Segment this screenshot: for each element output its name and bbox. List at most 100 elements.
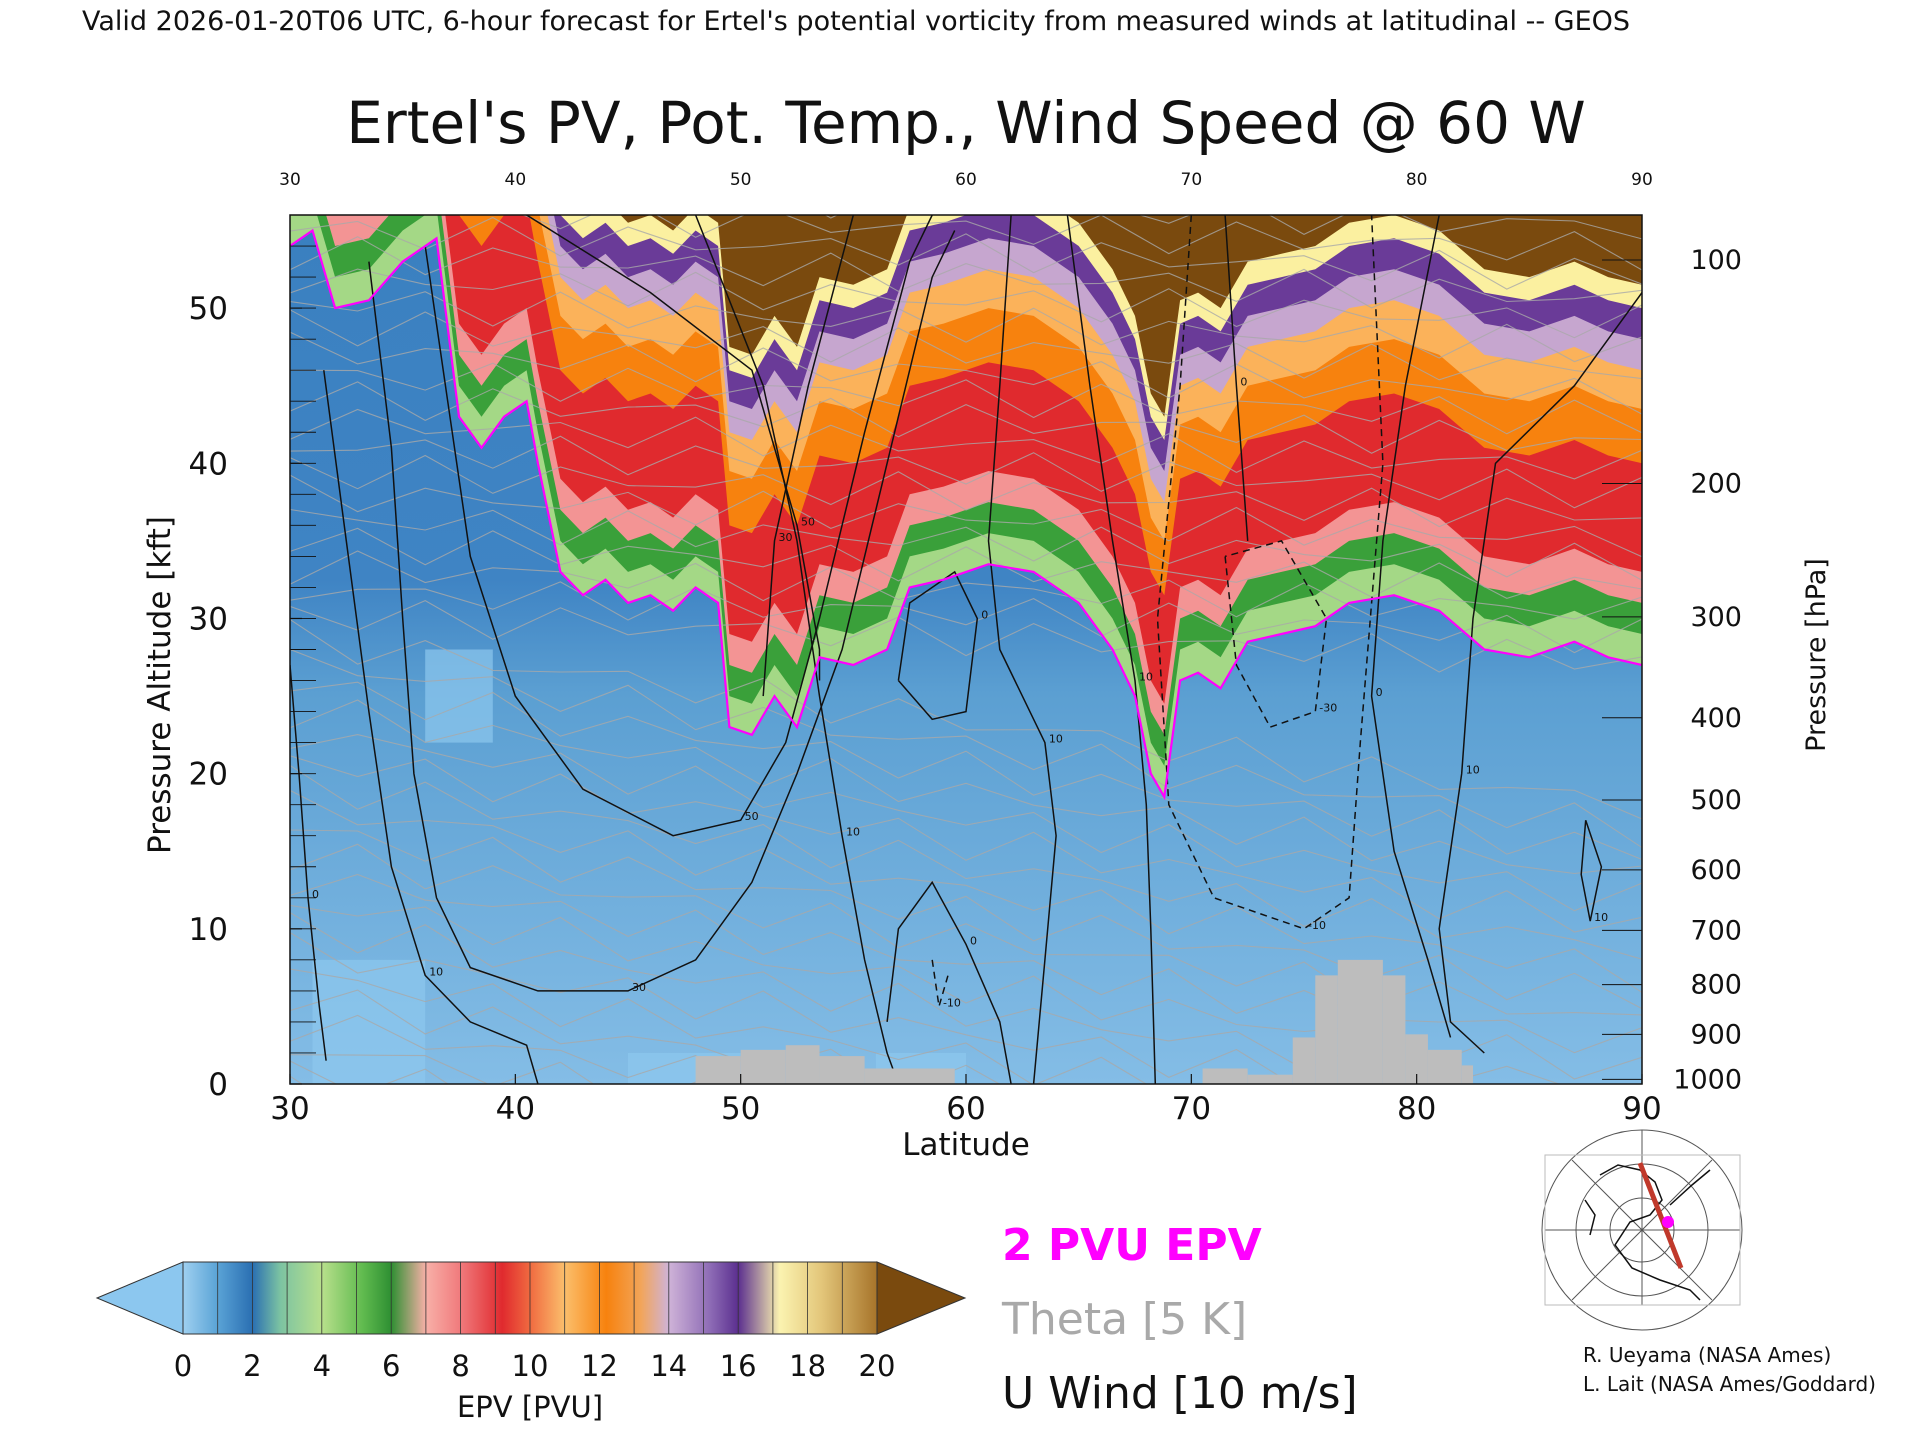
u-wind-label-4: 50	[801, 515, 815, 528]
legend-epv: 2 PVU EPV	[1002, 1220, 1262, 1271]
u-wind-label-12: -10	[1308, 919, 1326, 932]
theta-line-38	[290, 309, 1642, 381]
tropopause-line	[290, 228, 1642, 801]
colorbar-high-extension	[876, 1261, 967, 1335]
terrain-block-9	[1337, 959, 1383, 1084]
pressure-tick-label: 900	[1690, 1019, 1742, 1050]
u-wind-contour-4	[526, 215, 821, 681]
valid-line: Valid 2026-01-20T06 UTC, 6-hour forecast…	[82, 6, 1630, 37]
theta-line-22	[290, 699, 1642, 875]
x-tick-label: 60	[946, 1091, 985, 1127]
colorbar-tick-label: 12	[581, 1349, 618, 1383]
u-wind-contour-16	[1580, 819, 1603, 922]
theta-line-43	[355, 215, 1642, 271]
y-tick-label: 20	[189, 757, 228, 793]
y2-axis-label: Pressure [hPa]	[1801, 558, 1832, 752]
epv-band-9	[290, 215, 1642, 417]
theta-line-29	[290, 527, 1642, 599]
u-wind-label-9: 10	[1049, 733, 1063, 746]
pressure-tick-label: 100	[1690, 245, 1742, 276]
colorbar-tick-label: 10	[512, 1349, 549, 1383]
pressure-tick-label: 800	[1690, 970, 1742, 1001]
theta-line-26	[290, 599, 1642, 673]
u-wind-contour-10	[1066, 215, 1157, 1084]
colorbar-tick-label: 14	[650, 1349, 687, 1383]
terrain-block-6	[1247, 1074, 1293, 1084]
u-wind-contour-12	[1156, 215, 1384, 930]
plot-area: 0 10 30 50 50 10 30 0 0 10 10 0 -10 -30 0 10 10 -10	[289, 214, 1643, 1085]
y-tick-label: 50	[189, 291, 228, 327]
theta-line-17	[290, 829, 1642, 1010]
theta-line-40	[290, 268, 1642, 339]
x-top-tick-label: 60	[955, 170, 977, 190]
terrain-block-2	[785, 1045, 820, 1084]
colorbar-tick-label: 6	[382, 1349, 400, 1383]
location-marker	[1662, 1216, 1674, 1228]
y-tick-label: 10	[189, 912, 228, 948]
u-wind-contours: 0 10 30 50 50 10 30 0 0 10 10 0 -10 -30 0 10 10 -10	[290, 215, 1642, 1084]
x-tick-label: 80	[1397, 1091, 1436, 1127]
u-wind-label-15: 10	[1466, 764, 1480, 777]
x-tick-label: 70	[1172, 1091, 1211, 1127]
u-wind-label-11: 0	[1240, 376, 1247, 389]
theta-line-10	[290, 989, 1001, 1084]
x-top-tick-label: 40	[505, 170, 527, 190]
legend: 2 PVU EPV Theta [5 K] U Wind [10 m/s]	[1001, 1220, 1358, 1419]
colorbar-tick-label: 8	[451, 1349, 469, 1383]
u-wind-contour-1	[323, 370, 539, 1084]
terrain-block-5	[1202, 1068, 1248, 1084]
y-tick-label: 30	[189, 601, 228, 637]
u-wind-contour-3	[424, 215, 933, 837]
terrain	[695, 959, 1473, 1084]
theta-line-37	[290, 331, 1642, 415]
u-wind-label-3: 50	[745, 810, 759, 823]
u-wind-label-16: 10	[1594, 911, 1608, 924]
u-wind-label-17: -10	[943, 996, 961, 1009]
terrain-block-1	[740, 1049, 786, 1084]
colorbar: 0 2 4 6 8 10 12 14 16 18 20 EPV [PVU]	[95, 1261, 967, 1424]
u-wind-contour-13	[1224, 540, 1328, 729]
chart-title: Ertel's PV, Pot. Temp., Wind Speed @ 60 …	[346, 89, 1586, 157]
theta-line-28	[290, 550, 1642, 620]
theta-line-24	[290, 648, 1642, 849]
u-wind-label-0: 0	[312, 888, 319, 901]
y-tick-label: 40	[189, 446, 228, 482]
u-wind-label-1: 10	[429, 965, 443, 978]
u-wind-contour-2	[368, 230, 956, 992]
u-wind-contour-9	[987, 215, 1057, 1084]
terrain-block-11	[1405, 1034, 1428, 1084]
theta-line-42	[290, 216, 1642, 290]
credit-line-2: L. Lait (NASA Ames/Goddard)	[1583, 1372, 1876, 1396]
pressure-tick-label: 500	[1690, 785, 1742, 816]
pressure-tick-label: 400	[1690, 703, 1742, 734]
theta-line-41	[290, 236, 1642, 309]
u-wind-contour-6	[762, 215, 855, 697]
theta-line-20	[290, 755, 1642, 933]
colorbar-tick-label: 4	[313, 1349, 331, 1383]
x-top-tick-label: 80	[1406, 170, 1428, 190]
tropopause-2pvu	[290, 228, 1642, 801]
x-tick-label: 30	[270, 1091, 309, 1127]
pressure-tick-label: 300	[1690, 602, 1742, 633]
epv-field	[290, 215, 1642, 1084]
theta-line-23	[290, 681, 1642, 861]
colorbar-label: EPV [PVU]	[457, 1390, 603, 1424]
u-wind-contour-17	[931, 959, 949, 1007]
theta-line-32	[290, 454, 1642, 528]
theta-line-44	[824, 215, 1642, 240]
u-wind-label-14: 0	[1376, 686, 1383, 699]
epv-band-8	[290, 215, 1642, 440]
x-top-tick-label: 50	[730, 170, 752, 190]
u-wind-contour-7	[886, 880, 1012, 1084]
x-tick-label: 90	[1622, 1091, 1661, 1127]
colorbar-tick-label: 2	[243, 1349, 261, 1383]
theta-line-25	[290, 619, 1642, 820]
u-wind-label-6: 30	[778, 531, 792, 544]
x-top-tick-label: 90	[1631, 170, 1653, 190]
terrain-block-4	[864, 1068, 955, 1084]
terrain-block-3	[819, 1056, 865, 1084]
colorbar-tick-label: 20	[859, 1349, 896, 1383]
terrain-block-13	[1461, 1065, 1473, 1084]
